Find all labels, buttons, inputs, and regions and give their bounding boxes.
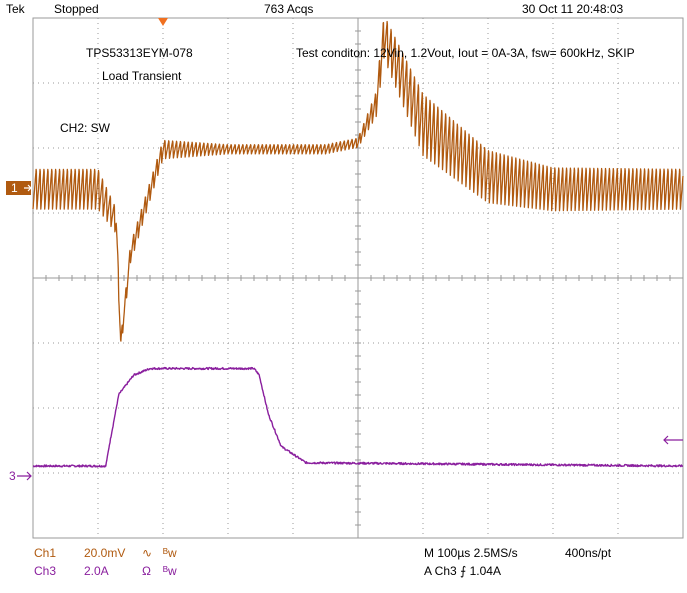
ch1-bandwidth-icon: ᴮw	[163, 546, 177, 560]
part-number-annotation: TPS53313EYM-078	[86, 46, 193, 60]
test-condition-annotation: Test conditon: 12Vin, 1.2Vout, Iout = 0A…	[296, 46, 635, 60]
trigger-level-arrow	[663, 435, 683, 445]
timebase-readout: M 100µs 2.5MS/s	[424, 546, 518, 560]
ch3-bandwidth-icon: ᴮw	[163, 564, 177, 578]
date-time: 30 Oct 11 20:48:03	[522, 2, 624, 16]
ch3-trace	[32, 366, 684, 468]
trigger-position-marker	[158, 18, 168, 26]
trigger-readout: A Ch3 ⨍ 1.04A	[424, 564, 501, 578]
ch2-label-annotation: CH2: SW	[60, 121, 111, 135]
record-length-readout: 400ns/pt	[565, 546, 612, 560]
ch3-marker-label: 3	[9, 469, 16, 483]
brand-label: Tek	[6, 2, 25, 16]
acquisition-count: 763 Acqs	[264, 2, 314, 16]
ch1-trace	[32, 20, 684, 342]
graticule	[32, 17, 684, 539]
ch3-readout-scale: 2.0A	[84, 564, 109, 578]
ch1-readout-scale: 20.0mV	[84, 546, 126, 560]
ch3-readout-name: Ch3	[34, 564, 57, 578]
ch1-readout-name: Ch1	[34, 546, 57, 560]
ch1-coupling-icon: ∿	[142, 546, 153, 560]
run-state: Stopped	[54, 2, 99, 16]
ch1-marker-label: 1	[11, 181, 18, 195]
ch3-coupling-icon: Ω	[142, 564, 151, 578]
graticule-frame	[32, 17, 684, 539]
ch3-level-marker-arrow	[17, 471, 32, 481]
traces	[32, 20, 684, 468]
test-name-annotation: Load Transient	[102, 69, 182, 83]
ch1-level-marker	[6, 181, 32, 195]
